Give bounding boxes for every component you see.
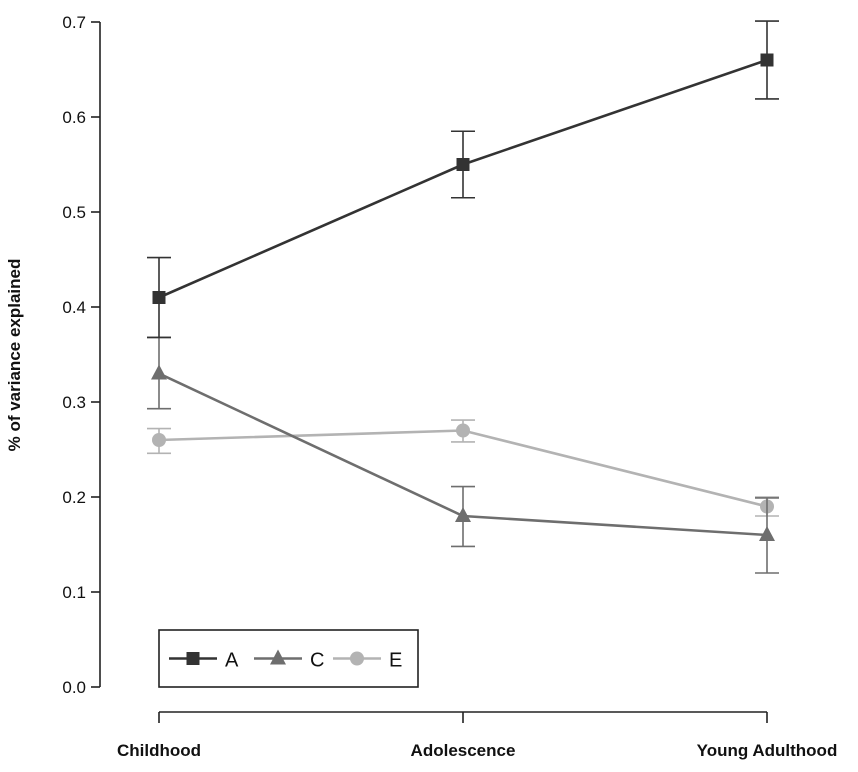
legend-label-e: E	[389, 650, 402, 672]
y-tick-label: 0.3	[62, 393, 86, 412]
y-tick-label: 0.4	[62, 298, 86, 317]
data-point-e	[152, 433, 166, 447]
y-tick-label: 0.6	[62, 108, 86, 127]
y-axis: 0.0 0.1 0.2 0.3 0.4 0.5 0.6 0.7	[62, 13, 101, 697]
y-tick-label: 0.7	[62, 13, 86, 32]
series-e	[147, 419, 779, 517]
data-point-c	[455, 507, 471, 522]
series-a	[147, 20, 779, 339]
data-point-a	[456, 158, 470, 171]
y-tick-label: 0.1	[62, 583, 86, 602]
series-c	[147, 336, 779, 574]
x-tick-label: Young Adulthood	[697, 741, 838, 760]
x-tick-label: Childhood	[117, 741, 201, 760]
data-point-c	[759, 526, 775, 541]
legend-marker-e	[350, 651, 364, 666]
data-point-a	[152, 291, 166, 304]
y-axis-label: % of variance explained	[5, 259, 24, 452]
legend-label-a: A	[225, 650, 239, 672]
legend-marker-c	[270, 649, 286, 665]
y-tick-label: 0.5	[62, 203, 86, 222]
y-tick-label: 0.2	[62, 488, 86, 507]
data-point-c	[151, 364, 167, 380]
series-layer	[147, 20, 779, 574]
data-point-a	[760, 53, 774, 67]
legend-marker-a	[186, 652, 200, 665]
x-tick-label: Adolescence	[411, 741, 516, 760]
x-axis: Childhood Adolescence Young Adulthood	[117, 711, 838, 760]
data-point-e	[456, 423, 470, 438]
y-tick-label: 0.0	[62, 678, 86, 697]
legend-label-c: C	[310, 650, 324, 672]
